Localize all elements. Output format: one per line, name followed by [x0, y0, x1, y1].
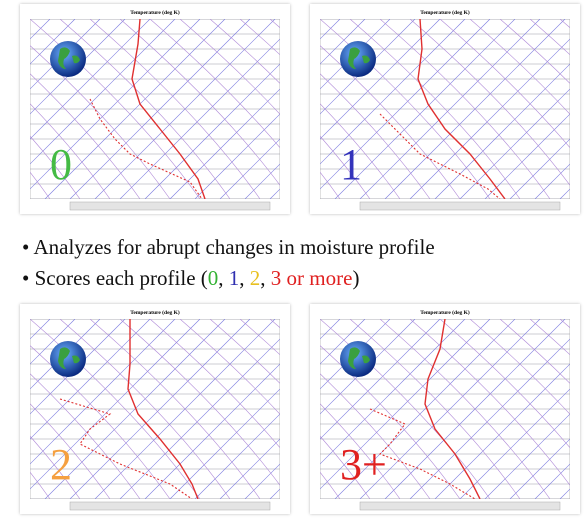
bullet: • Scores each profile (0, 1, 2, 3 or mor…: [22, 263, 435, 294]
skew-t-diagram: Temperature (deg K) 0: [20, 4, 290, 214]
separator: ,: [260, 266, 271, 290]
footer-bar: [360, 502, 560, 510]
score-0: 0: [208, 266, 219, 290]
footer-bar: [70, 202, 270, 210]
skew-t-panel: Temperature (deg K) 2: [20, 304, 290, 514]
separator: ,: [239, 266, 250, 290]
score-1: 1: [229, 266, 240, 290]
isotherm: [20, 19, 25, 199]
slide: Temperature (deg K) 0 Temperature (deg K)…: [0, 0, 585, 517]
skew-t-panel: Temperature (deg K) 3+: [310, 304, 580, 514]
separator: ,: [218, 266, 229, 290]
globe: [340, 341, 376, 377]
panel-title: Temperature (deg K): [420, 9, 470, 16]
footer-bar: [360, 202, 560, 210]
globe: [340, 41, 376, 77]
panel-title: Temperature (deg K): [130, 9, 180, 16]
isotherm: [20, 319, 25, 499]
globe: [50, 41, 86, 77]
skew-t-panel: Temperature (deg K) 1: [310, 4, 580, 214]
bullet-list: • Analyzes for abrupt changes in moistur…: [22, 232, 435, 294]
score-2: 2: [250, 266, 261, 290]
panel-title: Temperature (deg K): [130, 309, 180, 316]
bullet-text: Analyzes for abrupt changes in moisture …: [33, 235, 434, 259]
score-3: 3 or more: [271, 266, 353, 290]
score-label: 0: [50, 140, 72, 189]
isotherm: [310, 319, 315, 499]
skew-t-diagram: Temperature (deg K) 2: [20, 304, 290, 514]
bullet: • Analyzes for abrupt changes in moistur…: [22, 232, 435, 263]
globe: [50, 341, 86, 377]
skew-t-diagram: Temperature (deg K) 1: [310, 4, 580, 214]
score-label: 3+: [340, 440, 387, 489]
score-label: 1: [340, 140, 362, 189]
bullet-text: Scores each profile (: [35, 266, 208, 290]
score-label: 2: [50, 440, 72, 489]
panel-title: Temperature (deg K): [420, 309, 470, 316]
skew-t-diagram: Temperature (deg K) 3+: [310, 304, 580, 514]
footer-bar: [70, 502, 270, 510]
separator: ): [352, 266, 359, 290]
skew-t-panel: Temperature (deg K) 0: [20, 4, 290, 214]
isotherm: [310, 19, 315, 199]
